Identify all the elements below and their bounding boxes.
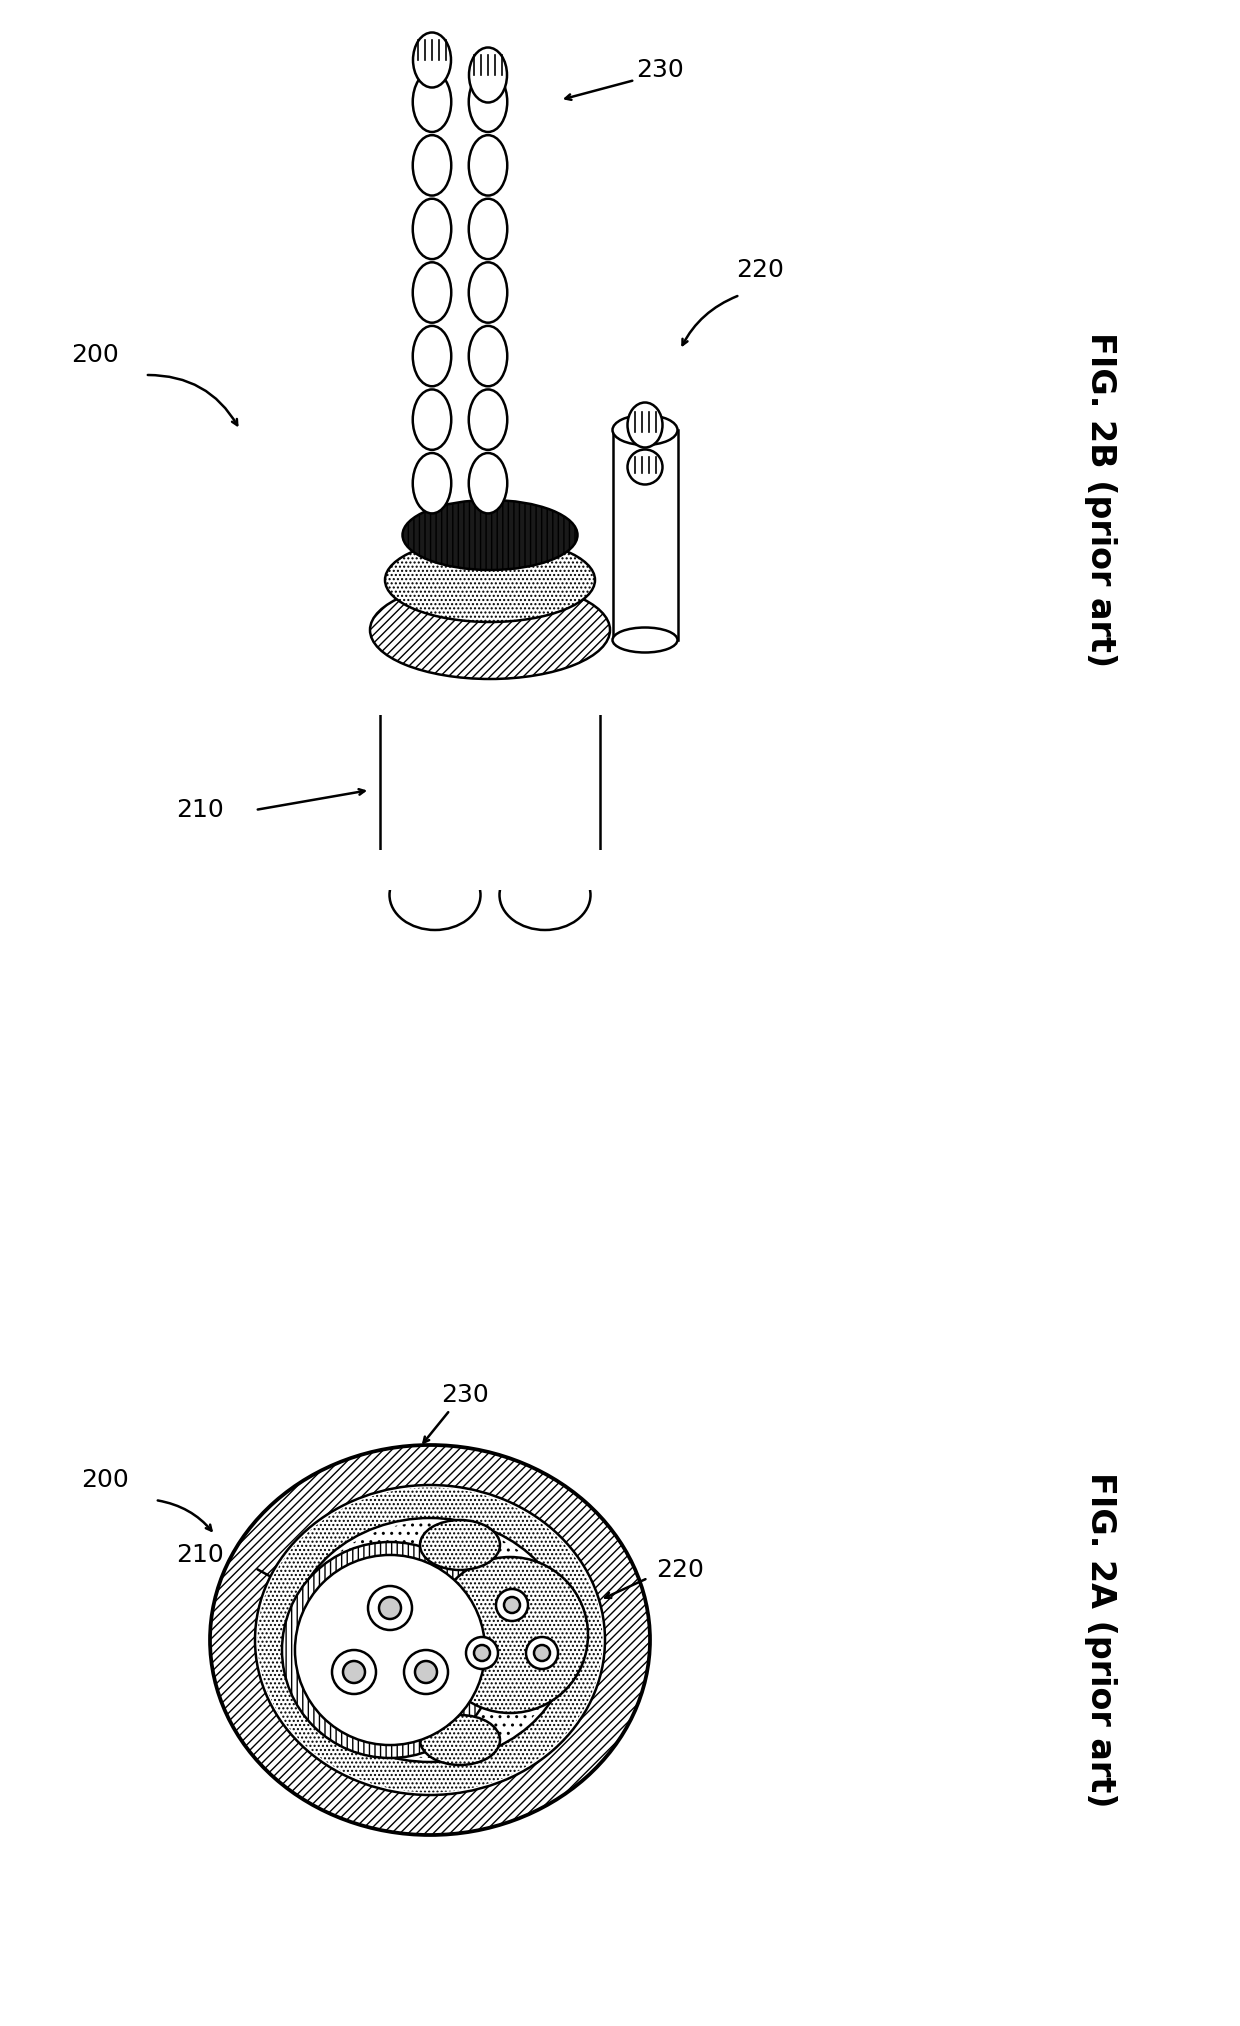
Circle shape: [281, 1542, 498, 1759]
Ellipse shape: [420, 1520, 500, 1570]
Text: 210: 210: [176, 1544, 224, 1566]
Ellipse shape: [413, 454, 451, 513]
Text: FIG. 2A (prior art): FIG. 2A (prior art): [1084, 1473, 1116, 1807]
Text: 230: 230: [636, 59, 684, 81]
Text: 220: 220: [656, 1558, 704, 1582]
Ellipse shape: [413, 32, 451, 87]
Circle shape: [404, 1649, 448, 1694]
Text: 200: 200: [81, 1469, 129, 1491]
Ellipse shape: [413, 136, 451, 197]
Ellipse shape: [627, 403, 662, 448]
Ellipse shape: [469, 261, 507, 322]
Ellipse shape: [290, 1517, 570, 1763]
Bar: [360, 665, 620, 715]
Ellipse shape: [379, 660, 600, 701]
Ellipse shape: [413, 389, 451, 450]
Text: 210: 210: [176, 798, 224, 823]
Circle shape: [496, 1588, 528, 1621]
Ellipse shape: [627, 450, 662, 484]
Ellipse shape: [389, 859, 481, 930]
Ellipse shape: [469, 199, 507, 259]
Bar: [613, 430, 678, 640]
Ellipse shape: [469, 326, 507, 387]
Ellipse shape: [469, 47, 507, 103]
Bar: [379, 681, 600, 869]
Ellipse shape: [469, 389, 507, 450]
Ellipse shape: [255, 1485, 605, 1795]
Ellipse shape: [469, 136, 507, 197]
Circle shape: [534, 1645, 551, 1661]
Ellipse shape: [403, 500, 578, 569]
Circle shape: [432, 1558, 588, 1714]
Ellipse shape: [613, 415, 677, 446]
Ellipse shape: [384, 539, 595, 622]
Ellipse shape: [370, 581, 610, 679]
Ellipse shape: [294, 1522, 565, 1759]
Text: 220: 220: [737, 257, 784, 282]
Text: 230: 230: [441, 1384, 489, 1406]
Circle shape: [466, 1637, 498, 1669]
Circle shape: [503, 1596, 520, 1613]
Circle shape: [343, 1661, 365, 1684]
Circle shape: [415, 1661, 436, 1684]
Circle shape: [332, 1649, 376, 1694]
Circle shape: [474, 1645, 490, 1661]
Circle shape: [303, 1562, 477, 1736]
Text: 200: 200: [71, 342, 119, 367]
Ellipse shape: [413, 261, 451, 322]
Circle shape: [379, 1596, 401, 1619]
Circle shape: [368, 1586, 412, 1631]
Text: FIG. 2B (prior art): FIG. 2B (prior art): [1084, 332, 1116, 667]
Ellipse shape: [258, 1487, 603, 1793]
Ellipse shape: [413, 71, 451, 132]
Ellipse shape: [613, 628, 677, 652]
Ellipse shape: [413, 199, 451, 259]
Ellipse shape: [413, 326, 451, 387]
Circle shape: [295, 1556, 485, 1744]
Ellipse shape: [469, 454, 507, 513]
Bar: [374, 851, 605, 889]
Ellipse shape: [500, 859, 590, 930]
Ellipse shape: [420, 1714, 500, 1765]
Ellipse shape: [469, 71, 507, 132]
Ellipse shape: [210, 1445, 650, 1836]
Circle shape: [526, 1637, 558, 1669]
